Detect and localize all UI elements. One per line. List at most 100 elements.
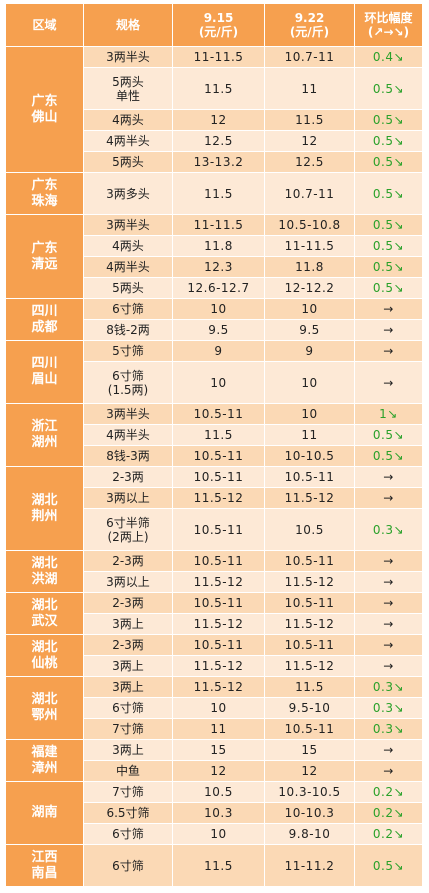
change-cell: → <box>355 299 423 320</box>
region-cell: 湖北 武汉 <box>6 593 84 635</box>
change-cell: → <box>355 341 423 362</box>
price-915-cell: 11.5 <box>173 173 265 215</box>
table-row: 6寸筛 10 9.5-10 0.3↘ <box>84 698 423 719</box>
header-change: 环比幅度 (↗→↘) <box>355 4 423 47</box>
change-cell: → <box>355 740 423 761</box>
table-row: 6.5寸筛 10.3 10-10.3 0.2↘ <box>84 803 423 824</box>
spec-cell: 3两上 <box>84 656 173 677</box>
header-date1: 9.15 (元/斤) <box>173 4 265 47</box>
price-922-cell: 11 <box>265 68 355 110</box>
price-922-cell: 12 <box>265 761 355 782</box>
change-cell: → <box>355 761 423 782</box>
table-row: 6寸筛 11.5 11-11.2 0.5↘ <box>84 845 423 887</box>
price-922-cell: 10-10.5 <box>265 446 355 467</box>
change-cell: → <box>355 362 423 404</box>
table-row: 7寸筛 10.5 10.3-10.5 0.2↘ <box>84 782 423 803</box>
price-922-cell: 12.5 <box>265 152 355 173</box>
spec-cell: 7寸筛 <box>84 719 173 740</box>
spec-cell: 5两头 <box>84 278 173 299</box>
price-922-cell: 11.5-12 <box>265 572 355 593</box>
table-row: 3两半头 11-11.5 10.5-10.8 0.5↘ <box>84 215 423 236</box>
change-cell: → <box>355 551 423 572</box>
price-915-cell: 11.5-12 <box>173 572 265 593</box>
table-row: 3两半头 11-11.5 10.7-11 0.4↘ <box>84 47 423 68</box>
spec-cell: 3两上 <box>84 677 173 698</box>
price-915-cell: 12.3 <box>173 257 265 278</box>
spec-cell: 7寸筛 <box>84 782 173 803</box>
table-row: 3两半头 10.5-11 10 1↘ <box>84 404 423 425</box>
spec-cell: 4两半头 <box>84 131 173 152</box>
price-915-cell: 11.5 <box>173 845 265 887</box>
change-cell: 0.3↘ <box>355 509 423 551</box>
price-915-cell: 13-13.2 <box>173 152 265 173</box>
spec-cell: 3两多头 <box>84 173 173 215</box>
price-915-cell: 10 <box>173 824 265 845</box>
table-row: 5两头 单性 11.5 11 0.5↘ <box>84 68 423 110</box>
price-915-cell: 11-11.5 <box>173 215 265 236</box>
change-cell: → <box>355 572 423 593</box>
price-915-cell: 12 <box>173 110 265 131</box>
price-922-cell: 10.5-11 <box>265 719 355 740</box>
region-cell: 江西 南昌 <box>6 845 84 887</box>
price-915-cell: 11.5 <box>173 425 265 446</box>
region-cell: 湖北 仙桃 <box>6 635 84 677</box>
table-row: 3两上 11.5-12 11.5-12 → <box>84 656 423 677</box>
price-922-cell: 11 <box>265 425 355 446</box>
table-row: 8钱-2两 9.5 9.5 → <box>84 320 423 341</box>
change-cell: 0.5↘ <box>355 278 423 299</box>
spec-cell: 2-3两 <box>84 635 173 656</box>
price-922-cell: 9.8-10 <box>265 824 355 845</box>
region-cell: 广东 清远 <box>6 215 84 299</box>
table-row: 3两上 11.5-12 11.5 0.3↘ <box>84 677 423 698</box>
price-915-cell: 11.5-12 <box>173 488 265 509</box>
change-cell: 0.5↘ <box>355 845 423 887</box>
spec-cell: 6.5寸筛 <box>84 803 173 824</box>
region-cell: 湖北 鄂州 <box>6 677 84 740</box>
spec-cell: 6寸筛 <box>84 698 173 719</box>
price-915-cell: 10 <box>173 698 265 719</box>
table-row: 4两半头 12.5 12 0.5↘ <box>84 131 423 152</box>
table-row: 3两以上 11.5-12 11.5-12 → <box>84 488 423 509</box>
table-row: 4两头 12 11.5 0.5↘ <box>84 110 423 131</box>
price-915-cell: 12.5 <box>173 131 265 152</box>
spec-cell: 3两半头 <box>84 47 173 68</box>
price-922-cell: 10.5-11 <box>265 593 355 614</box>
price-922-cell: 10.5-10.8 <box>265 215 355 236</box>
table-row: 中鱼 12 12 → <box>84 761 423 782</box>
table-row: 3两上 11.5-12 11.5-12 → <box>84 614 423 635</box>
change-cell: 0.5↘ <box>355 236 423 257</box>
price-915-cell: 10.5-11 <box>173 635 265 656</box>
change-cell: 0.3↘ <box>355 698 423 719</box>
price-922-cell: 11-11.5 <box>265 236 355 257</box>
table-row: 5寸筛 9 9 → <box>84 341 423 362</box>
price-915-cell: 10.3 <box>173 803 265 824</box>
table-row: 6寸筛 (1.5两) 10 10 → <box>84 362 423 404</box>
table-row: 2-3两 10.5-11 10.5-11 → <box>84 467 423 488</box>
table-row: 4两半头 11.5 11 0.5↘ <box>84 425 423 446</box>
spec-cell: 4两半头 <box>84 257 173 278</box>
price-915-cell: 10 <box>173 299 265 320</box>
region-cell: 四川 成都 <box>6 299 84 341</box>
table-row: 7寸筛 11 10.5-11 0.3↘ <box>84 719 423 740</box>
spec-cell: 4两头 <box>84 110 173 131</box>
spec-cell: 6寸筛 <box>84 845 173 887</box>
header-date2: 9.22 (元/斤) <box>265 4 355 47</box>
price-915-cell: 9.5 <box>173 320 265 341</box>
price-915-cell: 12 <box>173 761 265 782</box>
price-915-cell: 11 <box>173 719 265 740</box>
region-cell: 广东 珠海 <box>6 173 84 215</box>
price-922-cell: 10.7-11 <box>265 47 355 68</box>
spec-cell: 3两以上 <box>84 572 173 593</box>
header-region: 区域 <box>6 4 84 47</box>
table-row: 5两头 12.6-12.7 12-12.2 0.5↘ <box>84 278 423 299</box>
change-cell: 0.5↘ <box>355 68 423 110</box>
region-cell: 湖北 洪湖 <box>6 551 84 593</box>
price-922-cell: 9.5 <box>265 320 355 341</box>
spec-cell: 3两半头 <box>84 404 173 425</box>
price-915-cell: 10.5-11 <box>173 446 265 467</box>
price-915-cell: 11.5-12 <box>173 656 265 677</box>
change-cell: → <box>355 656 423 677</box>
table-row: 3两多头 11.5 10.7-11 0.5↘ <box>84 173 423 215</box>
price-922-cell: 10.5-11 <box>265 635 355 656</box>
price-915-cell: 11-11.5 <box>173 47 265 68</box>
